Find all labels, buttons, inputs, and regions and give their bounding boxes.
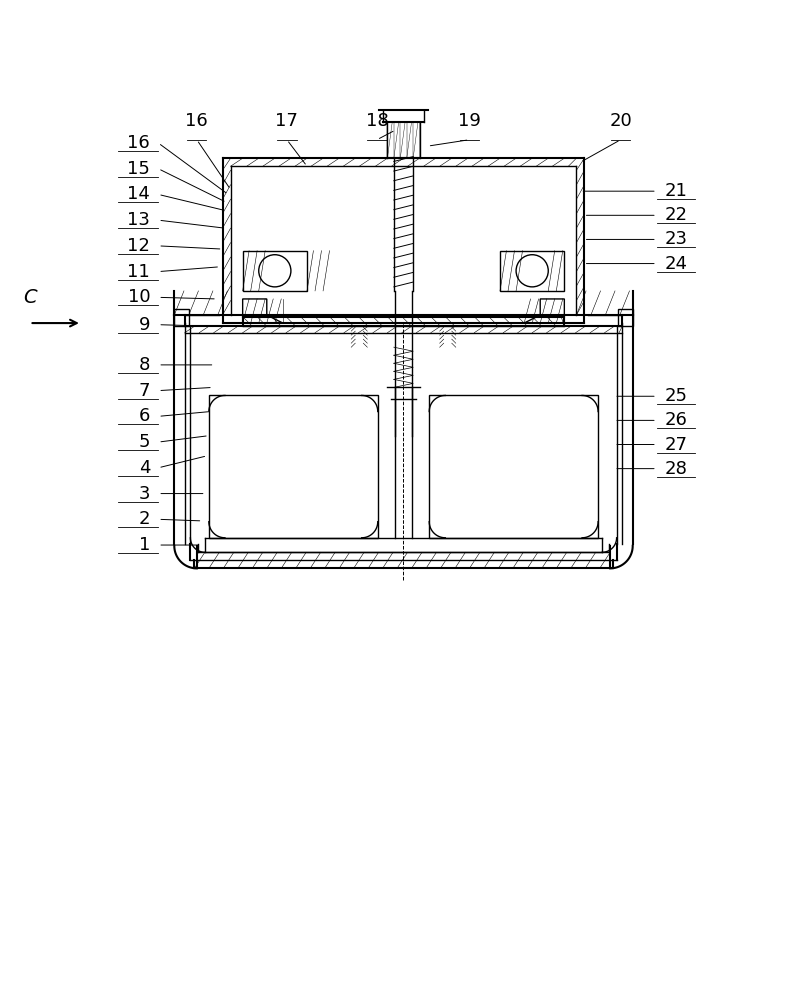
Text: 20: 20 xyxy=(609,112,632,130)
Text: 23: 23 xyxy=(665,230,688,248)
Text: 5: 5 xyxy=(139,433,150,451)
Bar xyxy=(243,251,307,291)
Text: 26: 26 xyxy=(665,411,688,429)
Text: 9: 9 xyxy=(139,316,150,334)
Text: 25: 25 xyxy=(665,387,688,405)
Text: 4: 4 xyxy=(139,459,150,477)
Text: 14: 14 xyxy=(128,185,150,203)
Text: 11: 11 xyxy=(128,263,150,281)
Text: 18: 18 xyxy=(366,112,388,130)
Text: C: C xyxy=(23,288,36,307)
Text: 1: 1 xyxy=(139,536,150,554)
Text: 13: 13 xyxy=(128,211,150,229)
Bar xyxy=(209,395,378,538)
Circle shape xyxy=(270,266,280,276)
Polygon shape xyxy=(524,299,564,323)
Text: 15: 15 xyxy=(128,160,150,178)
Text: 16: 16 xyxy=(128,134,150,152)
Text: 24: 24 xyxy=(665,255,688,273)
Text: 3: 3 xyxy=(139,485,150,503)
Text: 12: 12 xyxy=(128,237,150,255)
Text: 17: 17 xyxy=(275,112,299,130)
Text: 27: 27 xyxy=(665,436,688,454)
Text: 28: 28 xyxy=(665,460,688,478)
Text: 19: 19 xyxy=(458,112,481,130)
Circle shape xyxy=(527,266,537,276)
Text: 16: 16 xyxy=(186,112,208,130)
Bar xyxy=(500,251,564,291)
Text: 6: 6 xyxy=(139,407,150,425)
Bar xyxy=(174,309,189,326)
Text: 8: 8 xyxy=(139,356,150,374)
Text: 21: 21 xyxy=(665,182,688,200)
Text: 10: 10 xyxy=(128,288,150,306)
Bar xyxy=(429,395,598,538)
Text: 7: 7 xyxy=(139,382,150,400)
Polygon shape xyxy=(243,299,283,323)
Text: 2: 2 xyxy=(139,510,150,528)
Bar xyxy=(618,309,633,326)
Text: 22: 22 xyxy=(665,206,688,224)
